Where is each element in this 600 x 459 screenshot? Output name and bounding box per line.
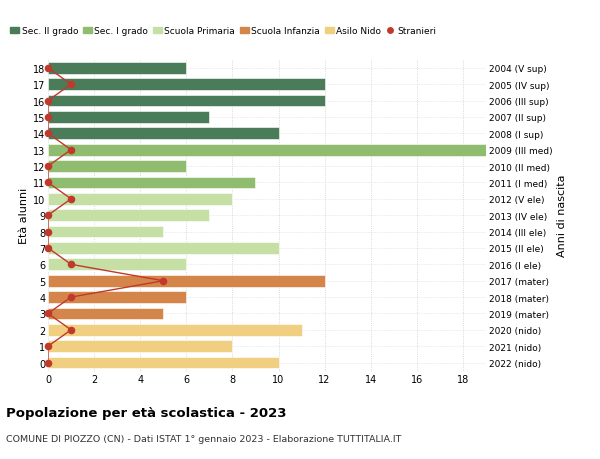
Point <box>43 359 53 366</box>
Bar <box>48 341 232 353</box>
Point <box>43 310 53 318</box>
Point <box>66 147 76 154</box>
Point <box>66 326 76 334</box>
Y-axis label: Anni di nascita: Anni di nascita <box>557 174 566 257</box>
Point <box>43 114 53 121</box>
Bar <box>48 324 302 336</box>
Bar <box>48 194 232 205</box>
Point <box>43 65 53 73</box>
Text: COMUNE DI PIOZZO (CN) - Dati ISTAT 1° gennaio 2023 - Elaborazione TUTTITALIA.IT: COMUNE DI PIOZZO (CN) - Dati ISTAT 1° ge… <box>6 434 401 443</box>
Bar <box>48 259 187 271</box>
Bar <box>48 177 256 189</box>
Point <box>66 81 76 89</box>
Bar <box>48 128 278 140</box>
Bar <box>48 242 278 254</box>
Point <box>43 212 53 219</box>
Bar <box>48 210 209 222</box>
Point <box>43 343 53 350</box>
Bar <box>48 112 209 123</box>
Bar <box>48 308 163 319</box>
Bar <box>48 357 278 369</box>
Point <box>158 277 168 285</box>
Bar <box>48 161 187 173</box>
Bar <box>48 226 163 238</box>
Point <box>43 245 53 252</box>
Y-axis label: Età alunni: Età alunni <box>19 188 29 244</box>
Legend: Sec. II grado, Sec. I grado, Scuola Primaria, Scuola Infanzia, Asilo Nido, Stran: Sec. II grado, Sec. I grado, Scuola Prim… <box>6 23 440 40</box>
Point <box>43 179 53 187</box>
Point <box>43 229 53 236</box>
Bar <box>48 95 325 107</box>
Point <box>43 163 53 170</box>
Bar <box>48 79 325 91</box>
Point <box>43 98 53 105</box>
Point <box>43 130 53 138</box>
Bar <box>48 275 325 287</box>
Text: Popolazione per età scolastica - 2023: Popolazione per età scolastica - 2023 <box>6 406 287 419</box>
Bar <box>48 291 187 303</box>
Point <box>66 196 76 203</box>
Point <box>66 294 76 301</box>
Bar <box>48 145 486 156</box>
Point <box>66 261 76 269</box>
Bar <box>48 63 187 74</box>
